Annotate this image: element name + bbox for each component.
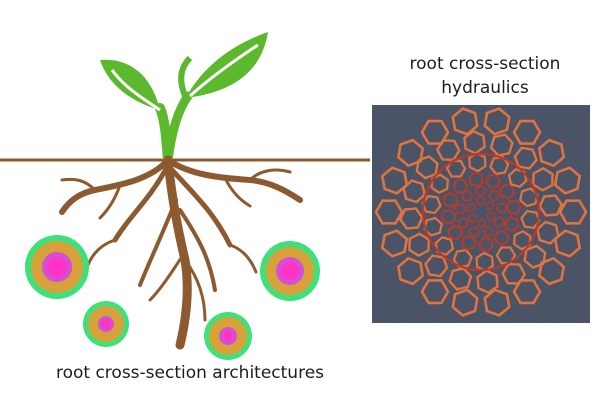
mesh-cell <box>537 256 566 286</box>
mesh-cell <box>495 202 508 214</box>
mesh-cell <box>558 199 588 225</box>
mesh-cell <box>475 251 494 273</box>
mesh-cell <box>512 119 542 145</box>
mesh-cell <box>457 216 469 229</box>
mesh-cell <box>513 230 532 251</box>
mesh-cell <box>495 246 517 265</box>
mesh-cell <box>467 213 477 224</box>
mesh-cell <box>518 187 539 208</box>
mesh-cell <box>485 173 502 189</box>
mesh-cell <box>396 138 425 168</box>
root-cross-section-small-left <box>83 301 129 347</box>
cross-section-mesh-icon <box>374 107 588 317</box>
mesh-cell <box>483 107 511 136</box>
mesh-cell <box>475 185 486 197</box>
mesh-cell <box>520 209 541 230</box>
mesh-cell <box>447 224 463 241</box>
mesh-cell <box>468 226 481 238</box>
root-cross-section-large-right <box>260 241 320 301</box>
mesh-cell <box>461 190 474 202</box>
mesh-cell <box>468 171 484 188</box>
mesh-cell <box>430 173 449 194</box>
mesh-cell <box>485 200 495 211</box>
mesh-cell <box>451 288 479 317</box>
mesh-cell <box>445 159 467 178</box>
mesh-cell <box>451 107 479 136</box>
mesh-cell <box>504 216 520 233</box>
mesh-cell <box>553 166 582 195</box>
mesh-cell <box>494 216 505 229</box>
mesh-cell <box>482 226 495 238</box>
root-cross-section-large-left <box>25 235 89 299</box>
mesh-cell <box>483 288 511 317</box>
mesh-cell <box>486 211 496 222</box>
mesh-cell <box>374 199 404 225</box>
root-cross-section-small-right <box>204 312 252 360</box>
mesh-cell <box>488 190 501 202</box>
mesh-cell <box>468 151 487 173</box>
mesh-cell <box>475 196 485 206</box>
hydraulics-title: root cross-section hydraulics <box>380 52 590 100</box>
hydraulics-title-line1: root cross-section <box>409 54 561 74</box>
mesh-cell <box>507 168 528 189</box>
hydraulics-title-line2: hydraulics <box>441 78 529 98</box>
mesh-cell <box>493 230 510 246</box>
mesh-cell <box>423 216 444 237</box>
mesh-cell <box>420 279 450 305</box>
mesh-cell <box>440 209 457 225</box>
plant-seedling-icon <box>100 32 268 165</box>
mesh-cell <box>442 191 458 208</box>
mesh-cell <box>434 235 455 256</box>
architectures-caption: root cross-section architectures <box>55 363 325 383</box>
mesh-cell <box>454 203 467 215</box>
mesh-cell <box>499 183 515 200</box>
mesh-cell <box>477 218 487 228</box>
mesh-cell <box>380 229 409 258</box>
endodermis-ring <box>421 152 541 272</box>
root-system-icon <box>59 155 303 350</box>
mesh-cell <box>466 202 476 213</box>
mesh-cell <box>478 236 494 253</box>
mesh-cell <box>537 138 566 168</box>
mesh-cell <box>396 256 425 286</box>
mesh-cell <box>421 194 442 215</box>
